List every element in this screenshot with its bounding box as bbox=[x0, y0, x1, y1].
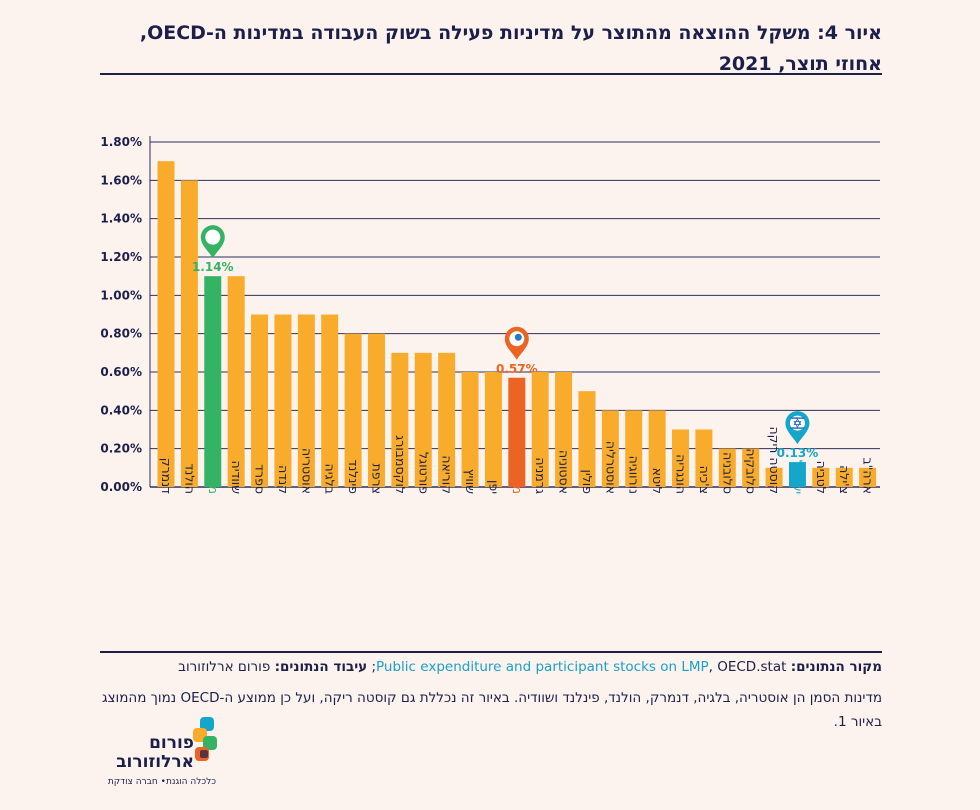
data-label: 0.13% bbox=[777, 446, 819, 460]
source-line: מקור הנתונים: Public expenditure and par… bbox=[92, 656, 882, 678]
x-tick-label: ספרד bbox=[253, 464, 268, 494]
bar bbox=[414, 352, 432, 487]
x-tick-label: גרמניה bbox=[533, 457, 548, 494]
x-tick-label: אסטוניה bbox=[557, 450, 572, 494]
bar bbox=[531, 372, 549, 487]
x-tick-label: נורווגיה bbox=[627, 456, 642, 494]
bar bbox=[601, 410, 619, 487]
x-tick-label: ארה"ב bbox=[861, 457, 876, 494]
bar bbox=[251, 314, 269, 487]
x-tick-label: צ'ילה bbox=[837, 465, 852, 494]
bar bbox=[742, 448, 760, 487]
bar bbox=[461, 372, 479, 487]
logo: פורום ארלוזורוב כלכלה הוגנת• חברה צודקת bbox=[98, 716, 228, 796]
logo-tagline: כלכלה הוגנת• חברה צודקת bbox=[107, 777, 216, 787]
x-tick-label: צרפת bbox=[369, 464, 384, 495]
bar bbox=[765, 467, 783, 487]
processing-label: עיבוד הנתונים: bbox=[274, 659, 368, 675]
bar bbox=[555, 372, 573, 487]
x-tick-label: סלובניה bbox=[720, 452, 735, 494]
source-rest: , OECD.stat; bbox=[371, 659, 787, 675]
x-tick-label: ממוצע מדינות הסמן bbox=[206, 388, 221, 494]
bar bbox=[788, 462, 806, 487]
star-of-david-icon bbox=[793, 418, 802, 428]
bar bbox=[835, 467, 853, 487]
bar bbox=[508, 377, 526, 487]
x-tick-label: ישראל bbox=[790, 460, 805, 494]
y-tick-label: 0.20% bbox=[100, 442, 142, 456]
bar bbox=[344, 333, 362, 487]
x-tick-label: אוסטרליה bbox=[603, 441, 618, 494]
footer-divider bbox=[100, 651, 882, 653]
logo-name: פורום ארלוזורוב bbox=[116, 733, 194, 772]
bar bbox=[297, 314, 315, 487]
bar bbox=[625, 410, 643, 487]
x-tick-label: לטביה bbox=[814, 461, 829, 494]
x-tick-label: סלובקיה bbox=[744, 448, 759, 494]
y-tick-label: 0.60% bbox=[100, 365, 142, 379]
x-tick-label: ממוצע ה-OECD bbox=[510, 406, 525, 494]
oecd-dot bbox=[514, 333, 522, 341]
marker-center bbox=[205, 229, 221, 245]
x-tick-label: קוריאה bbox=[440, 455, 455, 494]
processing-value: פורום ארלוזורוב bbox=[178, 659, 271, 675]
bar bbox=[274, 314, 292, 487]
y-tick-label: 0.80% bbox=[100, 327, 142, 341]
y-tick-label: 1.80% bbox=[100, 135, 142, 149]
y-tick-label: 0.40% bbox=[100, 403, 142, 417]
bar bbox=[157, 161, 175, 487]
source-link[interactable]: Public expenditure and participant stock… bbox=[376, 659, 709, 675]
bar bbox=[484, 372, 502, 487]
source-label: מקור הנתונים: bbox=[790, 659, 882, 675]
x-tick-label: הונגריה bbox=[674, 454, 689, 494]
x-tick-label: הולנד bbox=[182, 463, 197, 494]
x-tick-label: פינלנד bbox=[346, 459, 361, 494]
x-tick-label: קנדה bbox=[276, 465, 291, 494]
x-tick-label: שוודיה bbox=[229, 461, 244, 495]
bar bbox=[718, 448, 736, 487]
data-label: 0.57% bbox=[496, 362, 538, 376]
title-divider bbox=[100, 73, 882, 75]
x-tick-label: קוסטה ריקה bbox=[767, 426, 782, 494]
bar bbox=[859, 467, 877, 487]
bar bbox=[438, 352, 456, 487]
bar bbox=[578, 391, 596, 487]
bar bbox=[391, 352, 409, 487]
y-tick-label: 1.60% bbox=[100, 173, 142, 187]
bar bbox=[180, 180, 198, 488]
x-tick-label: פולין bbox=[580, 469, 595, 494]
chart-title: איור 4: משקל ההוצאה מהתוצר על מדיניות פע… bbox=[139, 22, 882, 75]
bar bbox=[204, 276, 222, 487]
x-tick-label: יפן bbox=[486, 480, 501, 494]
logo-mark-icon bbox=[193, 717, 217, 761]
x-tick-label: דנמרק bbox=[159, 458, 174, 494]
marker-center bbox=[789, 415, 805, 431]
bar bbox=[648, 410, 666, 487]
bar bbox=[227, 276, 245, 487]
y-tick-label: 1.20% bbox=[100, 250, 142, 264]
x-tick-label: אוסטריה bbox=[299, 448, 314, 494]
x-tick-label: צ'כיה bbox=[697, 466, 712, 494]
y-tick-label: 1.40% bbox=[100, 212, 142, 226]
data-label: 1.14% bbox=[192, 260, 234, 274]
y-tick-label: 1.00% bbox=[100, 288, 142, 302]
x-tick-label: בלגיה bbox=[323, 464, 338, 494]
bar-chart: 0.00% 0.20% 0.40% 0.60% 0.80% 1.00% 1.20% 1.40%… bbox=[100, 135, 880, 495]
footnote: מדינות הסמן הן אוסטריה, בלגיה, דנמרק, הו… bbox=[101, 690, 882, 730]
bar bbox=[812, 467, 830, 487]
x-tick-label: לוקסמבורג bbox=[393, 435, 408, 494]
x-tick-label: ליטא bbox=[650, 468, 665, 494]
bar bbox=[695, 429, 713, 487]
x-tick-label: פורטוגל bbox=[416, 452, 431, 494]
y-tick-label: 0.00% bbox=[100, 480, 142, 494]
x-tick-label: שוויץ bbox=[463, 469, 478, 494]
bar bbox=[672, 429, 690, 487]
bar bbox=[367, 333, 385, 487]
bar bbox=[321, 314, 339, 487]
